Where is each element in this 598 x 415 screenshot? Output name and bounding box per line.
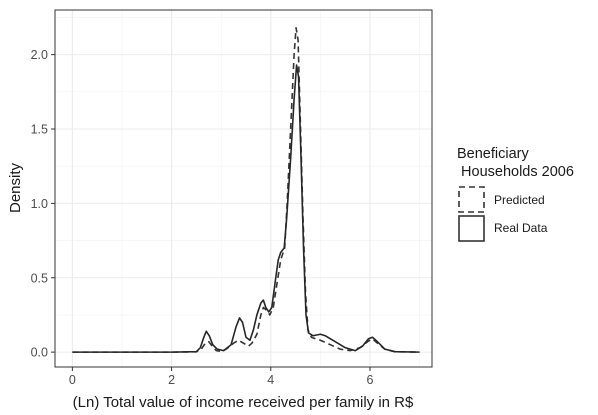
series-layer — [72, 27, 420, 353]
legend-title: Beneficiary Households 2006 — [457, 146, 574, 180]
legend-key-predicted-box — [458, 186, 485, 213]
y-tick-label: 0.0 — [31, 346, 48, 360]
legend-key-predicted: Predicted — [458, 186, 545, 213]
panel-border — [54, 9, 433, 368]
series-line-real-data — [72, 64, 420, 353]
legend-key-real-data: Real Data — [458, 215, 548, 242]
x-tick-label: 4 — [267, 373, 274, 387]
x-tick-label: 2 — [168, 373, 175, 387]
y-tick-label: 2.0 — [31, 48, 48, 62]
legend-title-line-1: Beneficiary — [457, 146, 529, 162]
x-axis-title: (Ln) Total value of income received per … — [73, 394, 414, 411]
y-tick-label: 1.0 — [31, 197, 48, 211]
grid-lines — [55, 10, 432, 367]
legend-title-line-2: Households 2006 — [457, 164, 574, 180]
y-axis-title: Density — [7, 162, 24, 213]
x-tick-label: 6 — [367, 373, 374, 387]
x-axis-ticks: 0 2 4 6 — [69, 367, 374, 387]
y-tick-label: 1.5 — [31, 123, 48, 137]
y-axis-ticks: 0.0 0.5 1.0 1.5 2.0 — [31, 48, 55, 360]
legend-key-real-data-box — [458, 215, 485, 242]
legend: Beneficiary Households 2006 Predicted Re… — [457, 146, 574, 242]
y-tick-label: 0.5 — [31, 271, 48, 285]
legend-label-predicted: Predicted — [494, 193, 545, 207]
x-tick-label: 0 — [69, 373, 76, 387]
legend-label-real-data: Real Data — [494, 221, 548, 235]
panel-background — [55, 10, 432, 367]
series-line-predicted — [72, 27, 420, 353]
